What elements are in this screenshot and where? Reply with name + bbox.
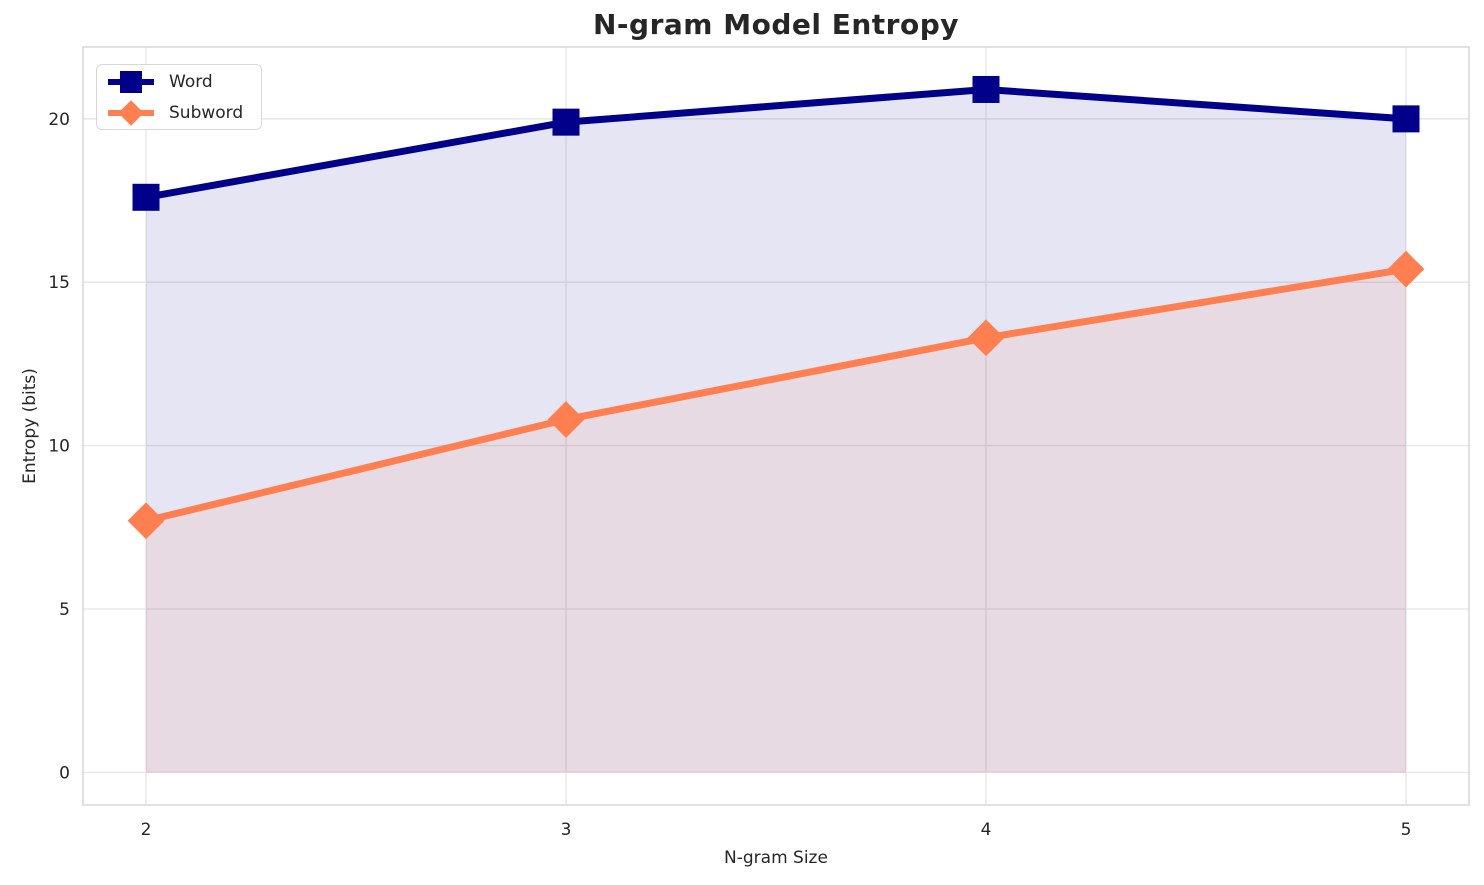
subword-diamond-marker-icon — [108, 99, 154, 126]
svg-text:15: 15 — [48, 273, 70, 293]
y-tick-labels: 0 5 10 15 20 — [48, 110, 70, 783]
series-markers-word — [132, 75, 1420, 211]
series-line-subword — [145, 265, 1407, 525]
chart-title: N-gram Model Entropy — [593, 8, 959, 41]
series-fill-word — [146, 89, 1406, 773]
series-line-word — [145, 85, 1407, 201]
plot-border — [82, 46, 1470, 806]
x-tick-labels: 2 3 4 5 — [141, 820, 1412, 840]
svg-text:20: 20 — [48, 110, 70, 130]
legend-label-word: Word — [169, 71, 213, 92]
svg-text:5: 5 — [59, 600, 70, 620]
svg-text:10: 10 — [48, 437, 70, 457]
legend-item-word: Word — [105, 67, 251, 97]
svg-text:5: 5 — [1401, 820, 1412, 840]
svg-text:4: 4 — [981, 820, 992, 840]
series-fill-subword — [146, 269, 1406, 773]
legend-label-subword: Subword — [169, 102, 244, 123]
legend-item-subword: Subword — [105, 98, 251, 128]
svg-text:0: 0 — [59, 763, 70, 783]
y-axis-label: Entropy (bits) — [20, 368, 40, 484]
series-markers-subword — [127, 250, 1425, 540]
x-axis-label: N-gram Size — [724, 848, 828, 868]
legend: Word Subword — [96, 64, 262, 130]
gridlines — [83, 47, 1469, 805]
svg-text:3: 3 — [561, 820, 572, 840]
svg-text:2: 2 — [141, 820, 152, 840]
word-square-marker-icon — [108, 70, 154, 93]
